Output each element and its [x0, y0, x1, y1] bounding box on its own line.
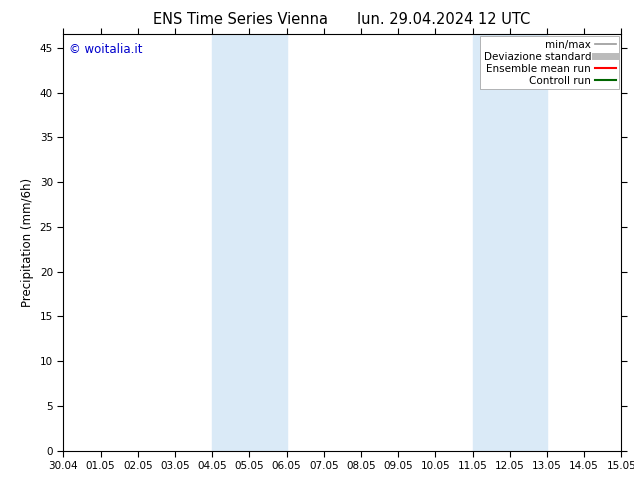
Text: © woitalia.it: © woitalia.it: [69, 43, 143, 56]
Y-axis label: Precipitation (mm/6h): Precipitation (mm/6h): [21, 178, 34, 307]
Bar: [212, 34, 287, 451]
Text: ENS Time Series Vienna: ENS Time Series Vienna: [153, 12, 328, 27]
Text: lun. 29.04.2024 12 UTC: lun. 29.04.2024 12 UTC: [357, 12, 531, 27]
Legend: min/max, Deviazione standard, Ensemble mean run, Controll run: min/max, Deviazione standard, Ensemble m…: [481, 36, 619, 89]
Bar: [472, 34, 547, 451]
